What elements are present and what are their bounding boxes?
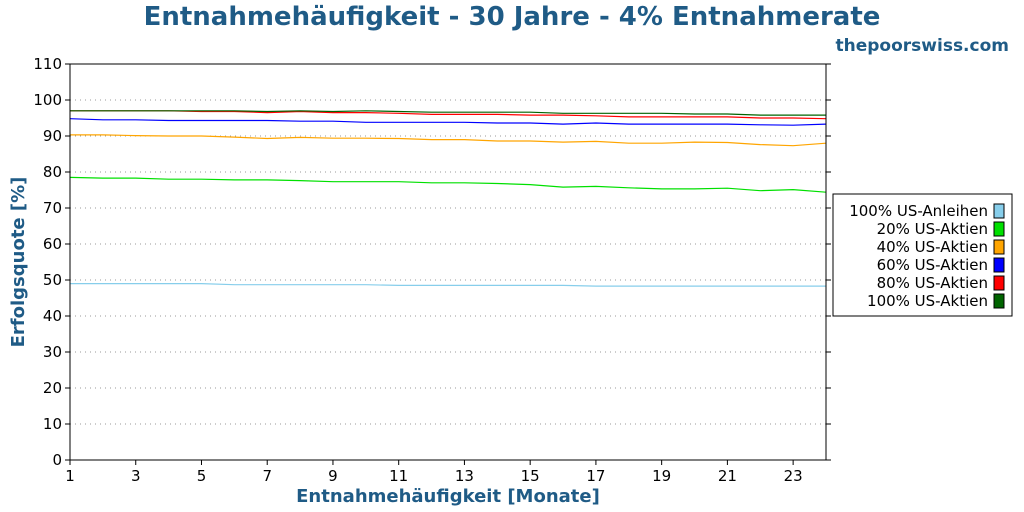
legend-label: 100% US-Anleihen <box>849 202 988 220</box>
y-tick-label: 10 <box>43 415 62 433</box>
x-tick-label: 5 <box>197 467 207 485</box>
chart-title: Entnahmehäufigkeit - 30 Jahre - 4% Entna… <box>144 2 881 32</box>
series-line <box>69 118 827 126</box>
series-line <box>70 134 827 147</box>
x-tick-label: 15 <box>521 467 540 485</box>
y-tick-label: 0 <box>52 451 62 469</box>
series-lines <box>69 110 827 287</box>
x-tick-label: 3 <box>131 467 141 485</box>
y-tick-label: 90 <box>43 127 62 145</box>
legend-swatch <box>993 203 1005 219</box>
legend-swatch <box>993 275 1005 291</box>
y-tick-label: 70 <box>43 199 62 217</box>
legend-box <box>832 193 1013 317</box>
y-tick-label: 80 <box>43 163 62 181</box>
chart-subtitle: thepoorswiss.com <box>836 36 1010 56</box>
y-axis-ticks: 0 10 20 30 40 50 60 70 80 90 100 110 <box>33 55 831 469</box>
x-axis-label: Entnahmehäufigkeit [Monate] <box>296 486 600 507</box>
legend-label: 80% US-Aktien <box>877 274 988 292</box>
y-tick-label: 50 <box>43 271 62 289</box>
x-tick-label: 9 <box>328 467 338 485</box>
legend-swatch <box>993 293 1005 309</box>
legend-swatch <box>993 257 1005 273</box>
series-line <box>70 283 826 287</box>
x-tick-label: 21 <box>718 467 737 485</box>
legend-swatch <box>993 221 1005 237</box>
x-tick-label: 17 <box>586 467 605 485</box>
legend-label: 40% US-Aktien <box>877 238 988 256</box>
y-tick-label: 20 <box>43 379 62 397</box>
x-tick-label: 13 <box>455 467 474 485</box>
x-tick-label: 7 <box>262 467 272 485</box>
y-tick-label: 40 <box>43 307 62 325</box>
series-line <box>69 176 827 193</box>
legend-swatch <box>993 239 1005 255</box>
grid <box>70 99 826 425</box>
legend-label: 20% US-Aktien <box>877 220 988 238</box>
legend-label: 60% US-Aktien <box>877 256 988 274</box>
x-tick-label: 11 <box>389 467 408 485</box>
plot-frame <box>69 63 827 461</box>
series-line <box>70 110 826 116</box>
x-axis-ticks: 1 3 5 7 9 11 13 15 17 19 21 23 <box>65 460 803 485</box>
y-axis-label: Erfolgsquote [%] <box>8 177 29 348</box>
x-tick-label: 23 <box>784 467 803 485</box>
y-tick-label: 30 <box>43 343 62 361</box>
x-tick-label: 1 <box>65 467 75 485</box>
legend-label: 100% US-Aktien <box>867 292 988 310</box>
y-tick-label: 100 <box>33 91 62 109</box>
x-tick-label: 19 <box>652 467 671 485</box>
y-tick-label: 110 <box>33 55 62 73</box>
y-tick-label: 60 <box>43 235 62 253</box>
